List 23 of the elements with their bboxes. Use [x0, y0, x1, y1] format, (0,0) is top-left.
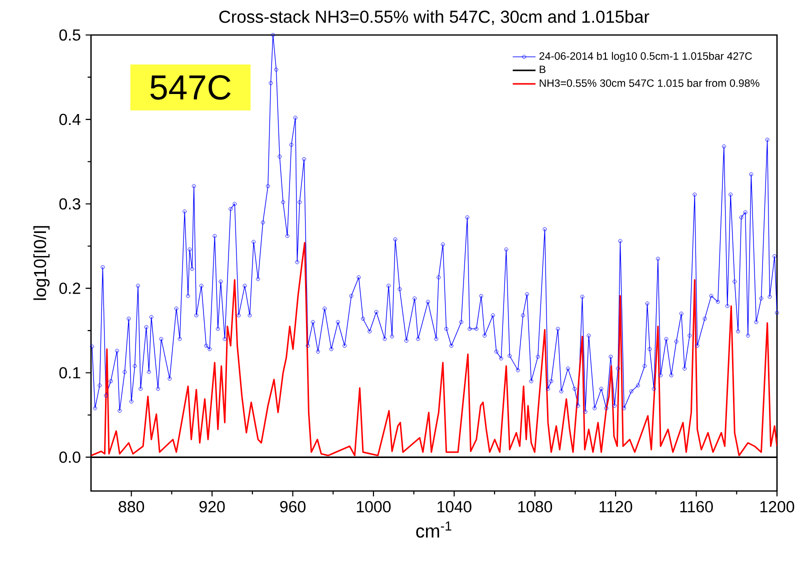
annotation: 547C [150, 75, 231, 100]
y-tick-label: 0.5 [59, 29, 80, 41]
legend-label: NH3=0.55% 30cm 547C 1.015 bar from 0.98% [540, 79, 760, 87]
x-tick-label: 960 [280, 501, 306, 512]
chart-title: Cross-stack NH3=0.55% with 547C, 30cm and 1.015bar [219, 10, 650, 25]
x-tick-label: 920 [199, 501, 225, 512]
legend-label: B [540, 66, 546, 74]
y-tick-label: 0.2 [59, 282, 80, 294]
y-tick-label: 0.0 [59, 452, 80, 463]
y-tick-label: 0.4 [59, 114, 80, 126]
x-tick-label: 1040 [438, 501, 472, 512]
x-tick-label: 1120 [600, 501, 632, 512]
line-series [91, 242, 777, 456]
x-tick-label: 1160 [680, 501, 713, 512]
x-tick-label: 1080 [518, 501, 552, 512]
y-tick-label: 0.3 [59, 198, 80, 210]
x-tick-label: 1200 [760, 501, 794, 512]
y-tick-label: 0.1 [59, 367, 80, 378]
y-axis-title: log10[I0/I] [33, 226, 50, 300]
x-tick-label: 1000 [356, 501, 391, 512]
x-axis-title: cm$^{-1}$ [416, 522, 452, 538]
legend-label: 24-06-2014 b1 log10 0.5cm-1 1.015bar 427C [539, 52, 752, 62]
x-tick-label: 880 [118, 501, 144, 512]
